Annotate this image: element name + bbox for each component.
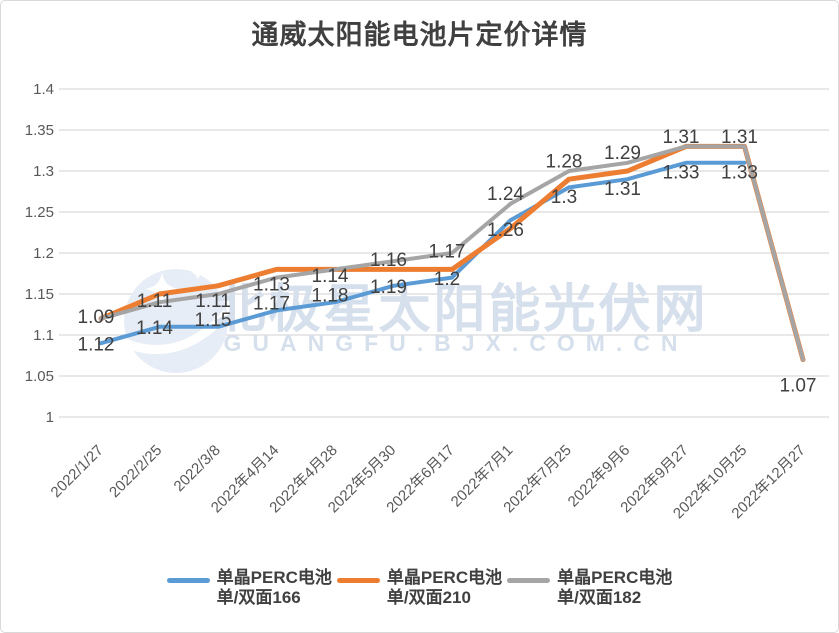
data-label-182: 1.33 xyxy=(663,162,700,183)
watermark-site-name: 北极星太阳能光伏网 xyxy=(213,281,708,339)
data-label-166: 1.29 xyxy=(604,143,641,164)
y-tick-label: 1.4 xyxy=(33,81,54,98)
data-label-182: 1.12 xyxy=(78,335,115,356)
legend-label-182: 单晶PERC电池 单/双面182 xyxy=(557,568,672,608)
data-label-182: 1.3 xyxy=(551,187,577,208)
y-tick-label: 1.3 xyxy=(33,163,54,180)
x-tick-label: 2022/3/8 xyxy=(171,442,224,495)
watermark-logo-star xyxy=(191,265,205,279)
data-label-166: 1.13 xyxy=(253,274,290,295)
y-tick-label: 1.25 xyxy=(25,204,54,221)
legend-label-166: 单晶PERC电池 单/双面166 xyxy=(217,568,332,608)
legend-entry-166: 单晶PERC电池 单/双面166 xyxy=(166,568,332,608)
data-label-182: 1.33 xyxy=(721,162,758,183)
series-line-182 xyxy=(99,144,805,362)
data-label-166: 1.11 xyxy=(137,291,173,312)
series-line-166 xyxy=(99,160,747,346)
data-label-166: 1.24 xyxy=(487,184,524,205)
x-tick-label: 2022/2/25 xyxy=(106,442,165,501)
data-label-166: 1.17 xyxy=(429,242,466,263)
legend-label-line1: 单晶PERC电池 xyxy=(557,568,673,587)
y-tick-label: 1.1 xyxy=(33,327,54,344)
legend-marker-166 xyxy=(166,578,210,583)
data-label-182: 1.31 xyxy=(604,179,641,200)
legend-label-line1: 单晶PERC电池 xyxy=(386,568,503,587)
y-tick-label: 1.35 xyxy=(25,122,54,139)
data-label-166: 1.31 xyxy=(721,127,758,148)
data-label-182: 1.15 xyxy=(195,310,232,331)
chart-title: 通威太阳能电池片定价详情 xyxy=(251,20,588,50)
data-label-182: 1.17 xyxy=(253,294,290,315)
legend: 单晶PERC电池 单/双面166 单晶PERC电池 单/双面210 单晶PERC电池 单/… xyxy=(1,568,838,608)
y-tick-label: 1.2 xyxy=(33,245,54,262)
data-label-182: 1.07 xyxy=(780,376,817,397)
data-label-166: 1.16 xyxy=(370,250,407,271)
watermark-logo-swoosh xyxy=(123,309,231,354)
x-tick-label: 2022/1/27 xyxy=(48,442,107,501)
data-label-166: 1.31 xyxy=(663,127,700,148)
legend-entry-210: 单晶PERC电池 单/双面210 xyxy=(336,568,502,608)
legend-marker-182 xyxy=(507,578,551,583)
legend-label-line2: 单/双面166 xyxy=(216,588,301,607)
data-label-182: 1.2 xyxy=(434,269,460,290)
watermark-logo-star xyxy=(145,272,179,306)
watermark-site-url: GUANGFU.BJX.COM.CN xyxy=(223,330,688,356)
data-label-166: 1.09 xyxy=(78,307,115,328)
legend-entry-182: 单晶PERC电池 单/双面182 xyxy=(507,568,672,608)
legend-label-210: 单晶PERC电池 单/双面210 xyxy=(387,568,502,608)
data-label-166: 1.14 xyxy=(312,266,349,287)
y-tick-label: 1.15 xyxy=(25,286,54,303)
data-label-182: 1.18 xyxy=(312,285,349,306)
data-label-166: 1.11 xyxy=(195,291,231,312)
y-tick-label: 1 xyxy=(46,409,54,426)
legend-marker-210 xyxy=(336,578,380,583)
data-label-182: 1.19 xyxy=(370,277,407,298)
legend-label-line1: 单晶PERC电池 xyxy=(216,568,332,587)
legend-label-line2: 单/双面182 xyxy=(557,588,642,607)
y-tick-label: 1.05 xyxy=(25,368,54,385)
data-label-182: 1.26 xyxy=(487,220,524,241)
legend-label-line2: 单/双面210 xyxy=(386,588,471,607)
data-label-182: 1.14 xyxy=(136,318,173,339)
data-label-166: 1.28 xyxy=(546,151,583,172)
